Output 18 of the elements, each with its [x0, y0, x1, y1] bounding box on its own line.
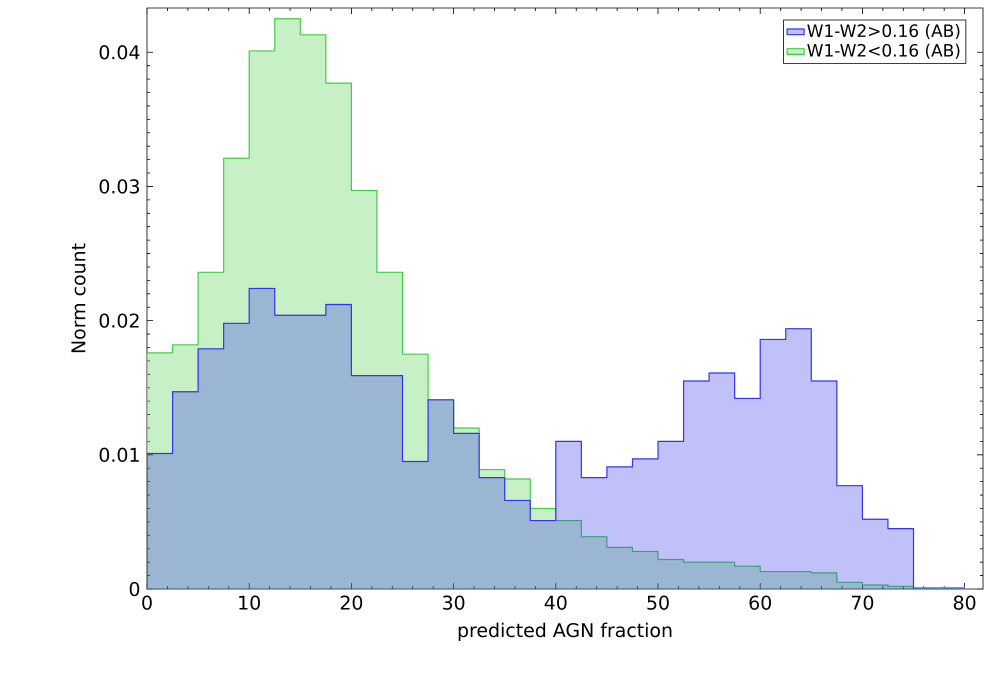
x-tick-label: 50 [647, 596, 669, 610]
x-tick-label: 0 [142, 596, 152, 610]
x-tick-label: 20 [340, 596, 362, 610]
x-tick-label: 40 [544, 596, 567, 610]
x-tick-label: 70 [852, 596, 874, 610]
x-tick-label: 30 [443, 596, 464, 610]
legend-label: W1-W2>0.16 (AB) [807, 24, 960, 40]
x-tick-label: 60 [749, 596, 771, 610]
x-axis-title: predicted AGN fraction [458, 622, 672, 641]
y-tick-label: 0 [130, 582, 140, 596]
legend-label: W1-W2<0.16 (AB) [807, 44, 960, 59]
y-tick-label: 0.01 [100, 448, 139, 462]
y-tick-label: 0.02 [100, 313, 139, 328]
y-tick-label: 0.03 [100, 179, 139, 194]
x-tick-label: 80 [954, 596, 976, 610]
y-tick-label: 0.04 [100, 45, 140, 60]
x-tick-label: 10 [239, 596, 260, 610]
y-axis-title: Norm count [71, 243, 86, 352]
